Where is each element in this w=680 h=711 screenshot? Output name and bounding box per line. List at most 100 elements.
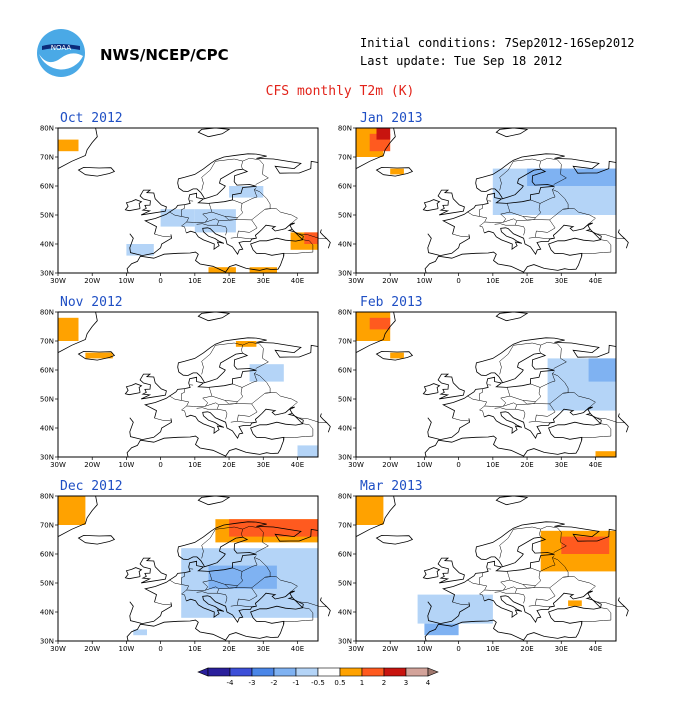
lon-label: 30E: [257, 645, 270, 653]
colorbar-swatch: [405, 667, 429, 677]
panel-title-nov-2012: Nov 2012: [60, 295, 123, 310]
coastline: [475, 521, 617, 568]
lat-label: 30N: [40, 454, 54, 462]
lat-label: 40N: [40, 609, 54, 617]
anomaly-cell: [595, 451, 616, 457]
country-border: [484, 387, 511, 407]
country-border: [553, 527, 567, 553]
coastline: [126, 251, 285, 274]
country-border: [218, 587, 258, 607]
logo-text: NOAA: [51, 44, 72, 52]
lon-label: 30W: [50, 461, 66, 469]
coastline: [475, 153, 617, 200]
lat-label: 30N: [40, 638, 54, 646]
coastlines: [355, 311, 629, 458]
country-border: [297, 601, 327, 608]
anomaly-cell: [58, 317, 79, 341]
country-border: [595, 601, 625, 608]
anomaly-cell: [249, 267, 277, 273]
lat-label: 30N: [40, 270, 54, 278]
coastline: [129, 601, 173, 625]
colorbar-right-arrow: [427, 667, 439, 677]
country-border: [562, 208, 596, 224]
country-border: [201, 341, 260, 375]
borders: [154, 157, 327, 254]
anomaly-layer: [356, 128, 616, 215]
initial-conditions: Initial conditions: 7Sep2012-16Sep2012: [360, 36, 635, 50]
lat-label: 60N: [40, 183, 54, 191]
country-border: [237, 605, 257, 608]
lon-label: 30W: [348, 645, 364, 653]
coastline: [319, 229, 331, 249]
lon-label: 30W: [50, 645, 66, 653]
borders: [154, 525, 327, 622]
country-border: [255, 343, 269, 369]
lon-label: 40E: [291, 645, 304, 653]
map-frame: [355, 311, 617, 458]
lon-label: 30E: [555, 277, 568, 285]
colorbar-label: -1: [293, 679, 300, 687]
coastline: [57, 311, 98, 353]
lat-label: 60N: [338, 551, 352, 559]
country-border: [169, 395, 190, 418]
coastline: [484, 227, 523, 251]
anomaly-cell: [229, 519, 318, 537]
country-border: [154, 233, 172, 238]
coastline: [375, 350, 414, 361]
lon-label: 30E: [257, 277, 270, 285]
colorbar-label: -4: [227, 679, 235, 687]
lon-label: 30W: [348, 461, 364, 469]
anomaly-layer: [58, 139, 318, 273]
coastline: [287, 413, 304, 424]
coastline: [585, 597, 602, 608]
lon-label: 10E: [486, 277, 499, 285]
colorbar-swatch: [317, 667, 341, 677]
lat-label: 60N: [338, 367, 352, 375]
country-border: [255, 159, 269, 185]
country-border: [539, 529, 541, 538]
coastline: [139, 373, 167, 400]
map-frame: [355, 127, 617, 274]
coastline: [186, 227, 225, 251]
coastlines: [57, 127, 331, 274]
country-border: [169, 211, 190, 234]
borders: [452, 157, 625, 254]
country-border: [186, 571, 213, 591]
anomaly-cell: [369, 317, 391, 330]
country-border: [264, 392, 298, 408]
lon-label: 40E: [589, 461, 602, 469]
lon-label: 0: [158, 645, 162, 653]
lat-label: 70N: [338, 522, 352, 530]
coastline: [422, 199, 441, 212]
anomaly-layer: [356, 312, 616, 457]
lon-label: 20E: [520, 461, 533, 469]
country-border: [218, 219, 258, 239]
country-border: [515, 408, 526, 420]
country-border: [264, 208, 298, 224]
country-border: [539, 371, 556, 388]
country-border: [217, 224, 228, 236]
lon-label: 10W: [118, 461, 134, 469]
country-border: [218, 403, 258, 423]
lon-label: 40E: [291, 277, 304, 285]
coastline: [484, 411, 523, 435]
country-border: [452, 417, 470, 422]
coastline: [442, 352, 555, 419]
coastline: [585, 413, 602, 424]
map-frame: [355, 495, 617, 642]
lat-label: 70N: [338, 338, 352, 346]
country-border: [467, 395, 488, 418]
country-border: [297, 233, 327, 240]
coastline: [424, 251, 583, 274]
coastlines: [57, 311, 331, 458]
coastline: [77, 166, 116, 177]
lat-label: 60N: [40, 551, 54, 559]
colorbar-label: 0.5: [334, 679, 345, 687]
coastline: [129, 233, 173, 257]
lat-label: 50N: [338, 212, 352, 220]
anomaly-cell: [424, 623, 459, 636]
country-border: [535, 421, 555, 424]
country-border: [478, 204, 483, 217]
coastline: [287, 229, 304, 240]
